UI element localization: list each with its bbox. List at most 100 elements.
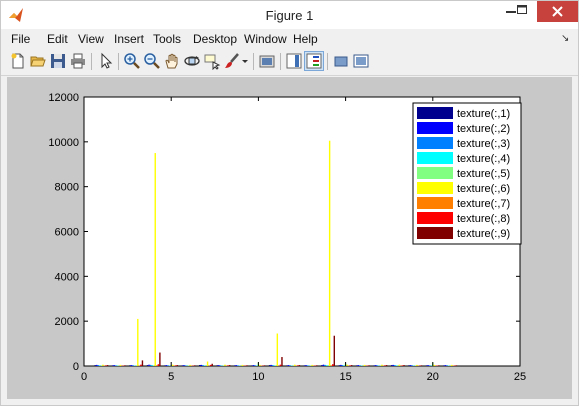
y-tick-label: 12000 xyxy=(48,92,79,104)
window-title: Figure 1 xyxy=(265,8,314,23)
save-icon[interactable] xyxy=(49,52,67,70)
bar xyxy=(411,365,413,366)
open-file-icon[interactable] xyxy=(29,52,47,70)
bar xyxy=(356,365,358,366)
bar xyxy=(202,365,204,366)
legend-swatch xyxy=(417,152,453,164)
menu-tools[interactable]: Tools xyxy=(153,32,182,46)
bar xyxy=(349,365,351,366)
link-plot-icon[interactable] xyxy=(258,52,276,70)
bar xyxy=(219,365,222,366)
bar xyxy=(218,365,220,366)
bar xyxy=(375,365,377,366)
bar xyxy=(287,365,290,366)
bar xyxy=(154,153,156,366)
bar xyxy=(199,364,201,366)
bar xyxy=(96,364,98,366)
legend-label: texture(:,5) xyxy=(457,168,510,180)
menu-edit[interactable]: Edit xyxy=(47,32,68,46)
menu-overflow-chevron-icon[interactable]: ↘ xyxy=(561,33,570,44)
legend-swatch xyxy=(417,122,453,134)
bar xyxy=(303,365,306,366)
bar xyxy=(94,365,96,366)
rotate-3d-icon[interactable] xyxy=(183,52,201,70)
pan-icon[interactable] xyxy=(163,52,181,70)
bar xyxy=(385,365,388,366)
bar xyxy=(263,365,266,366)
bar xyxy=(216,365,218,366)
bar xyxy=(246,365,248,366)
bar xyxy=(113,365,115,366)
bar xyxy=(146,365,149,366)
bar xyxy=(281,357,283,366)
bar xyxy=(228,365,231,366)
bar xyxy=(333,335,335,366)
edit-plot-icon[interactable] xyxy=(97,52,115,70)
y-tick-label: 4000 xyxy=(55,271,79,283)
bar xyxy=(438,365,440,366)
menu-file[interactable]: File xyxy=(11,32,31,46)
bar xyxy=(224,364,226,366)
maximize-button[interactable] xyxy=(516,1,529,22)
bar xyxy=(324,364,326,366)
bar xyxy=(289,365,291,366)
bar xyxy=(209,364,212,366)
bar xyxy=(321,365,323,366)
bar xyxy=(322,364,325,366)
bar-chart[interactable]: 0 5 10 15 20 25 0 2000 4000 6000 8000 10000 12000 te… xyxy=(7,77,572,399)
bar xyxy=(184,365,187,366)
legend-label: texture(:,8) xyxy=(457,213,510,225)
bar xyxy=(99,365,101,366)
bar xyxy=(311,364,313,366)
new-figure-icon[interactable] xyxy=(9,52,27,70)
x-tick-label: 5 xyxy=(168,371,174,383)
bar xyxy=(227,365,229,366)
insert-colorbar-icon[interactable] xyxy=(285,52,303,70)
bar xyxy=(241,364,244,366)
zoom-out-icon[interactable] xyxy=(143,52,161,70)
menu-view[interactable]: View xyxy=(78,32,104,46)
brush-icon[interactable] xyxy=(223,52,241,70)
show-plot-tools-icon[interactable] xyxy=(352,52,370,70)
bar xyxy=(368,365,370,366)
bar xyxy=(408,365,410,366)
bar xyxy=(351,365,353,366)
bar xyxy=(119,364,122,366)
bar xyxy=(203,365,206,366)
bar xyxy=(237,365,239,366)
bar xyxy=(276,333,279,366)
legend-swatch xyxy=(417,212,453,224)
bar xyxy=(298,365,301,366)
bar xyxy=(428,365,431,366)
legend-label: texture(:,6) xyxy=(457,183,510,195)
bar xyxy=(159,352,161,366)
x-tick-label: 0 xyxy=(81,371,87,383)
bar xyxy=(455,365,458,366)
bar xyxy=(340,364,342,366)
legend-swatch xyxy=(417,182,453,194)
hide-plot-tools-icon[interactable] xyxy=(332,52,350,70)
x-tick-label: 20 xyxy=(427,371,439,383)
bar xyxy=(148,364,150,366)
close-button[interactable] xyxy=(537,1,578,22)
bar xyxy=(111,365,114,366)
bar xyxy=(420,365,423,366)
insert-legend-icon[interactable] xyxy=(304,51,324,71)
data-cursor-icon[interactable] xyxy=(203,52,221,70)
bar xyxy=(132,365,134,366)
menu-help[interactable]: Help xyxy=(293,32,318,46)
bar xyxy=(149,364,152,366)
bar xyxy=(171,364,174,366)
zoom-in-icon[interactable] xyxy=(123,52,141,70)
y-tick-label: 2000 xyxy=(55,316,79,328)
print-icon[interactable] xyxy=(69,52,87,70)
minimize-button[interactable] xyxy=(498,1,524,22)
menu-desktop[interactable]: Desktop xyxy=(193,32,238,46)
menu-window[interactable]: Window xyxy=(244,32,287,46)
bar xyxy=(235,365,237,366)
brush-dropdown-icon[interactable] xyxy=(241,52,249,70)
bar xyxy=(157,364,160,366)
bar xyxy=(305,365,307,366)
bar xyxy=(433,364,435,366)
menu-insert[interactable]: Insert xyxy=(114,32,145,46)
